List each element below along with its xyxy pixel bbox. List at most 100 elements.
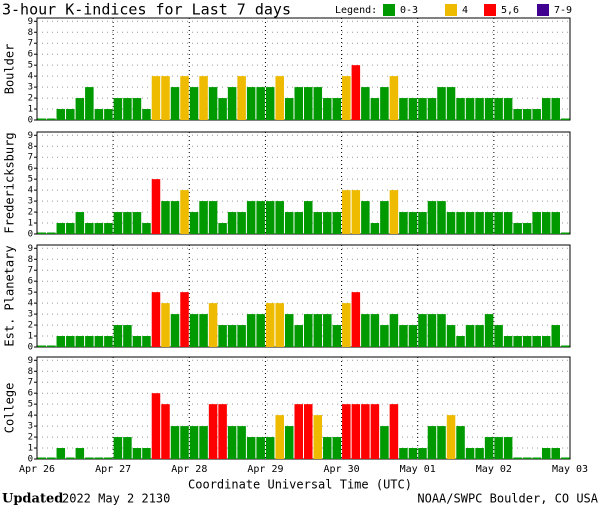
y-tick-label: 5 [28, 288, 33, 298]
bar [304, 314, 313, 347]
bar [66, 109, 75, 120]
bar [218, 325, 227, 347]
bar [47, 118, 56, 120]
bar [361, 87, 370, 120]
bar [342, 190, 351, 234]
bar [237, 76, 246, 120]
bar [132, 336, 142, 347]
bar [351, 190, 361, 234]
panel-frame [36, 17, 571, 121]
bar [541, 336, 551, 347]
bar [522, 223, 532, 234]
bar [418, 98, 427, 120]
bar [399, 325, 408, 347]
y-tick-label: 2 [28, 433, 33, 443]
y-tick-label: 4 [28, 411, 33, 421]
bar [560, 118, 570, 120]
bar [370, 404, 380, 459]
legend-label: 7-9 [554, 5, 572, 16]
bar [389, 404, 399, 459]
y-tick-label: 2 [28, 321, 33, 331]
y-tick-label: 6 [28, 164, 33, 174]
y-tick-label: 7 [28, 153, 33, 163]
bar [180, 426, 189, 459]
bar [237, 212, 246, 234]
bar [503, 98, 513, 120]
bar [560, 232, 570, 234]
y-tick-label: 7 [28, 378, 33, 388]
bar [389, 76, 399, 120]
bar [361, 404, 370, 459]
y-tick-label: 5 [28, 61, 33, 71]
bar [408, 98, 418, 120]
bar [361, 314, 370, 347]
panel-frame [36, 131, 571, 235]
bar [313, 87, 323, 120]
bar [304, 404, 313, 459]
bar [256, 314, 265, 347]
bar [304, 87, 313, 120]
bar [541, 212, 551, 234]
bar [47, 232, 56, 234]
bar [275, 303, 284, 347]
bar [427, 98, 437, 120]
bar [265, 201, 275, 234]
bar [199, 201, 208, 234]
x-tick-label: Apr 26 [19, 464, 55, 475]
bar [75, 98, 85, 120]
bar [142, 223, 151, 234]
bar [389, 190, 399, 234]
y-tick-label: 6 [28, 50, 33, 60]
bar [370, 98, 380, 120]
bar [342, 76, 351, 120]
bar [484, 98, 494, 120]
bar [37, 232, 47, 234]
bar [113, 98, 123, 120]
bar [227, 212, 237, 234]
bar [465, 325, 475, 347]
y-tick-label: 9 [28, 131, 33, 141]
legend-swatch [383, 4, 395, 16]
bar [427, 314, 437, 347]
bar [56, 336, 66, 347]
bar [494, 437, 503, 459]
bar [104, 223, 113, 234]
bar [494, 212, 503, 234]
bar [246, 437, 256, 459]
bar [475, 98, 484, 120]
bar [85, 457, 94, 459]
x-tick-label: May 01 [400, 464, 436, 475]
bar [380, 87, 389, 120]
y-tick-label: 5 [28, 175, 33, 185]
bar [75, 336, 85, 347]
bar [522, 457, 532, 459]
bar [437, 87, 446, 120]
bar [275, 415, 284, 459]
panel-frame [36, 356, 571, 460]
bar [560, 457, 570, 459]
bar [94, 223, 104, 234]
x-tick-label: May 02 [476, 464, 512, 475]
bar [85, 87, 94, 120]
bar [199, 314, 208, 347]
bar [161, 201, 170, 234]
y-tick-label: 2 [28, 94, 33, 104]
bar [256, 201, 265, 234]
bar [85, 336, 94, 347]
y-tick-label: 9 [28, 356, 33, 366]
x-tick-label: Apr 28 [171, 464, 207, 475]
bar [456, 336, 465, 347]
y-tick-label: 8 [28, 28, 33, 38]
y-tick-label: 6 [28, 389, 33, 399]
bar [218, 404, 227, 459]
y-tick-label: 7 [28, 266, 33, 276]
bar [161, 303, 170, 347]
credit: NOAA/SWPC Boulder, CO USA [417, 492, 598, 506]
bar [323, 314, 332, 347]
bar [551, 325, 560, 347]
bar [551, 98, 560, 120]
bar [189, 314, 199, 347]
bar [446, 87, 456, 120]
bar [408, 325, 418, 347]
bar [189, 87, 199, 120]
